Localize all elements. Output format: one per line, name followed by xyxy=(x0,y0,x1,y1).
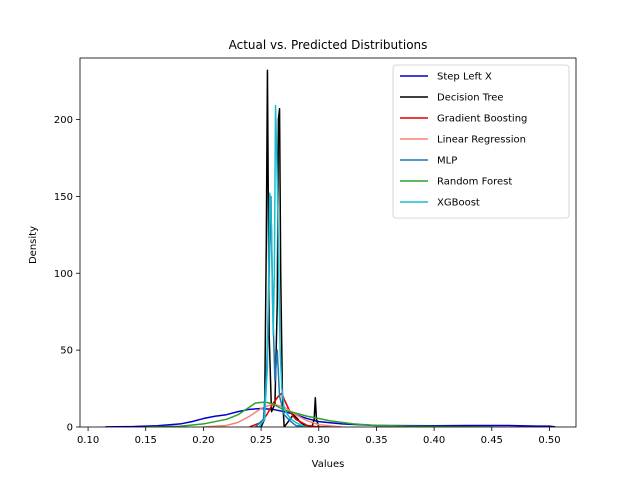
series-line-xgboost xyxy=(258,104,308,427)
legend: Step Left X Decision Tree Gradient Boostin… xyxy=(392,64,570,219)
x-tick-label: 0.40 xyxy=(423,435,445,446)
x-tick-label: 0.15 xyxy=(135,435,157,446)
x-tick-label: 0.30 xyxy=(308,435,330,446)
chart-title: Actual vs. Predicted Distributions xyxy=(229,38,428,52)
legend-entry: Step Left X xyxy=(437,72,492,83)
x-axis: 0.10 0.15 0.20 0.25 0.30 0.35 0.40 0.45 0.50 xyxy=(77,427,561,446)
legend-box xyxy=(392,64,570,219)
series-line-random-forest xyxy=(145,401,492,427)
legend-entry: Gradient Boosting xyxy=(437,114,527,125)
x-axis-label: Values xyxy=(312,459,345,470)
x-tick-label: 0.45 xyxy=(481,435,503,446)
x-tick-label: 0.20 xyxy=(192,435,214,446)
legend-entry: Linear Regression xyxy=(437,135,526,146)
series-group xyxy=(105,69,556,427)
legend-entry: XGBoost xyxy=(437,198,480,209)
y-axis-label: Density xyxy=(28,226,39,264)
x-tick-label: 0.50 xyxy=(538,435,560,446)
y-tick-label: 0 xyxy=(67,423,73,434)
y-tick-label: 100 xyxy=(54,269,73,280)
legend-entry: Random Forest xyxy=(437,177,512,188)
y-tick-label: 200 xyxy=(54,115,73,126)
series-line-step-left-x xyxy=(105,407,556,427)
legend-entry: Decision Tree xyxy=(437,93,504,104)
y-tick-label: 150 xyxy=(54,192,73,203)
x-tick-label: 0.10 xyxy=(77,435,99,446)
x-tick-label: 0.35 xyxy=(365,435,387,446)
y-tick-label: 50 xyxy=(60,346,73,357)
plot-frame xyxy=(79,57,577,428)
legend-entry: MLP xyxy=(437,156,457,167)
y-axis: 0 50 100 150 200 xyxy=(54,115,80,434)
x-tick-label: 0.25 xyxy=(250,435,272,446)
